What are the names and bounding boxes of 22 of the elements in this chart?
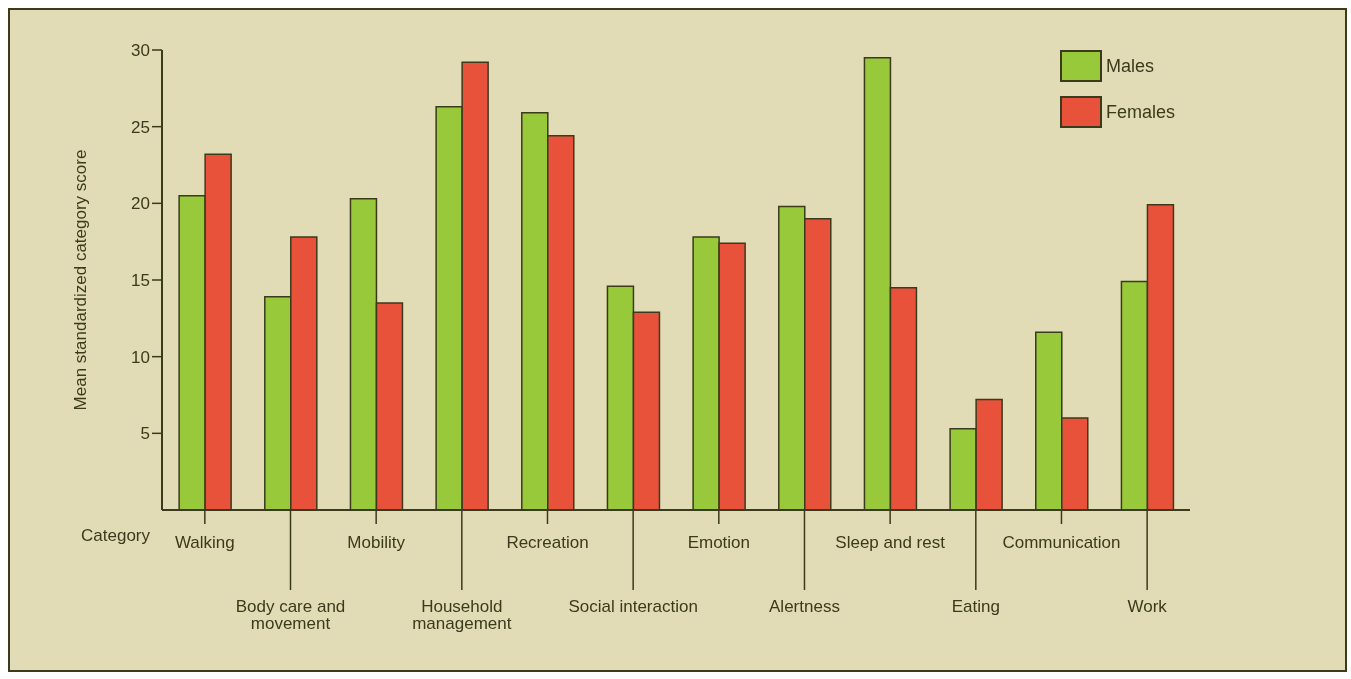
- legend-label: Males: [1105, 55, 1154, 77]
- y-tick-label: 25: [131, 117, 150, 137]
- x-tick-label: Work: [1127, 597, 1168, 617]
- x-tick-label: Eating: [951, 597, 1000, 617]
- y-tick-label: 10: [131, 347, 150, 367]
- x-tick-label: Social interaction: [568, 597, 698, 617]
- y-axis-title: Mean standardized category score: [71, 149, 91, 411]
- y-tick-label: 30: [131, 41, 150, 61]
- x-tick-label: Sleep and rest: [835, 533, 946, 553]
- x-tick-label: Emotion: [687, 533, 750, 553]
- legend-label: Females: [1105, 101, 1175, 123]
- y-tick-label: 15: [131, 271, 150, 291]
- x-tick-label: Walking: [174, 533, 235, 553]
- y-tick-label: 20: [131, 194, 150, 214]
- x-tick-label: Household management: [412, 597, 512, 634]
- y-tick-label: 5: [140, 424, 150, 444]
- x-tick-label: Recreation: [506, 533, 589, 553]
- x-axis-title: Category: [81, 526, 151, 545]
- x-tick-label: Mobility: [347, 533, 406, 553]
- x-tick-label: Alertness: [769, 597, 840, 617]
- x-tick-label: Communication: [1002, 533, 1121, 553]
- x-tick-label: Body care and movement: [235, 597, 346, 634]
